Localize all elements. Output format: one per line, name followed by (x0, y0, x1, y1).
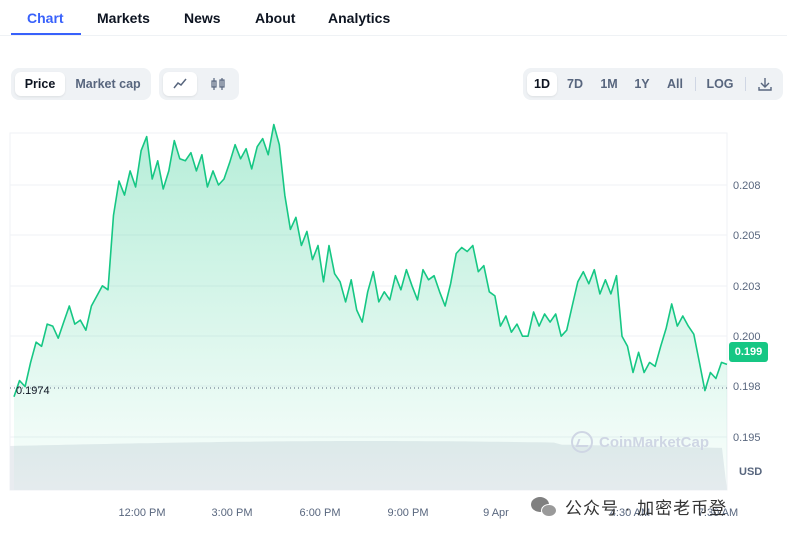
wechat-account-name: 公众号 · 加密老币登 (565, 499, 728, 518)
metric-toggle: Price Market cap (11, 68, 151, 100)
tab-news[interactable]: News (184, 10, 221, 26)
tab-bar: Chart Markets News About Analytics (0, 0, 787, 36)
price-toggle-button[interactable]: Price (15, 72, 65, 96)
price-area-fill (14, 124, 727, 490)
wechat-icon (531, 495, 559, 519)
reference-price-label: 0.1974 (16, 385, 50, 397)
tab-markets[interactable]: Markets (97, 10, 150, 26)
watermark-text: CoinMarketCap (599, 433, 710, 451)
price-line (13, 123, 728, 397)
line-chart-button[interactable] (163, 72, 197, 96)
y-tick-label: 0.195 (733, 432, 761, 444)
currency-label: USD (739, 466, 763, 478)
coinmarketcap-watermark: CoinMarketCap (571, 430, 709, 454)
range-divider (745, 77, 746, 91)
tab-chart[interactable]: Chart (27, 10, 64, 26)
tab-about[interactable]: About (255, 10, 296, 26)
x-axis-ticks: 12:00 PM 3:00 PM 6:00 PM 9:00 PM 9 Apr 4:30 A… (118, 507, 738, 519)
wechat-account-watermark: 公众号 · 加密老币登 (531, 494, 727, 519)
candlestick-icon (211, 78, 225, 90)
y-tick-label: 0.203 (733, 281, 761, 293)
y-tick-label: 0.205 (733, 230, 761, 242)
y-tick-label: 0.200 (733, 331, 761, 343)
download-icon (758, 78, 772, 91)
time-range-selector: 1D 7D 1M 1Y All LOG (523, 68, 783, 100)
range-7d-button[interactable]: 7D (567, 77, 583, 91)
y-tick-label: 0.208 (733, 180, 761, 192)
log-scale-button[interactable]: LOG (706, 77, 734, 91)
x-tick-label: 4:30 AM (610, 507, 650, 519)
current-price-badge: 0.199 (729, 342, 768, 362)
chart-type-toggle (159, 68, 239, 100)
x-tick-label: 12:00 PM (118, 507, 165, 519)
market-cap-toggle-button[interactable]: Market cap (75, 77, 141, 91)
x-tick-label: 9:00 PM (388, 507, 429, 519)
y-tick-label: 0.198 (733, 381, 761, 393)
x-tick-label: 6:00 PM (300, 507, 341, 519)
x-tick-label: 7:30 AM (698, 507, 738, 519)
x-tick-label: 3:00 PM (212, 507, 253, 519)
coinmarketcap-logo-icon (571, 431, 593, 453)
candlestick-button[interactable] (201, 72, 235, 96)
active-tab-indicator (11, 33, 81, 35)
range-1d-button[interactable]: 1D (527, 72, 557, 96)
x-tick-label: 9 Apr (483, 507, 509, 519)
range-1m-button[interactable]: 1M (600, 77, 618, 91)
range-1y-button[interactable]: 1Y (634, 77, 650, 91)
range-divider (695, 77, 696, 91)
download-button[interactable] (751, 72, 779, 96)
range-all-button[interactable]: All (667, 77, 683, 91)
tab-analytics[interactable]: Analytics (328, 10, 391, 26)
y-axis-ticks: 0.208 0.205 0.203 0.200 0.198 0.195 (733, 180, 761, 444)
line-chart-icon (173, 78, 187, 89)
